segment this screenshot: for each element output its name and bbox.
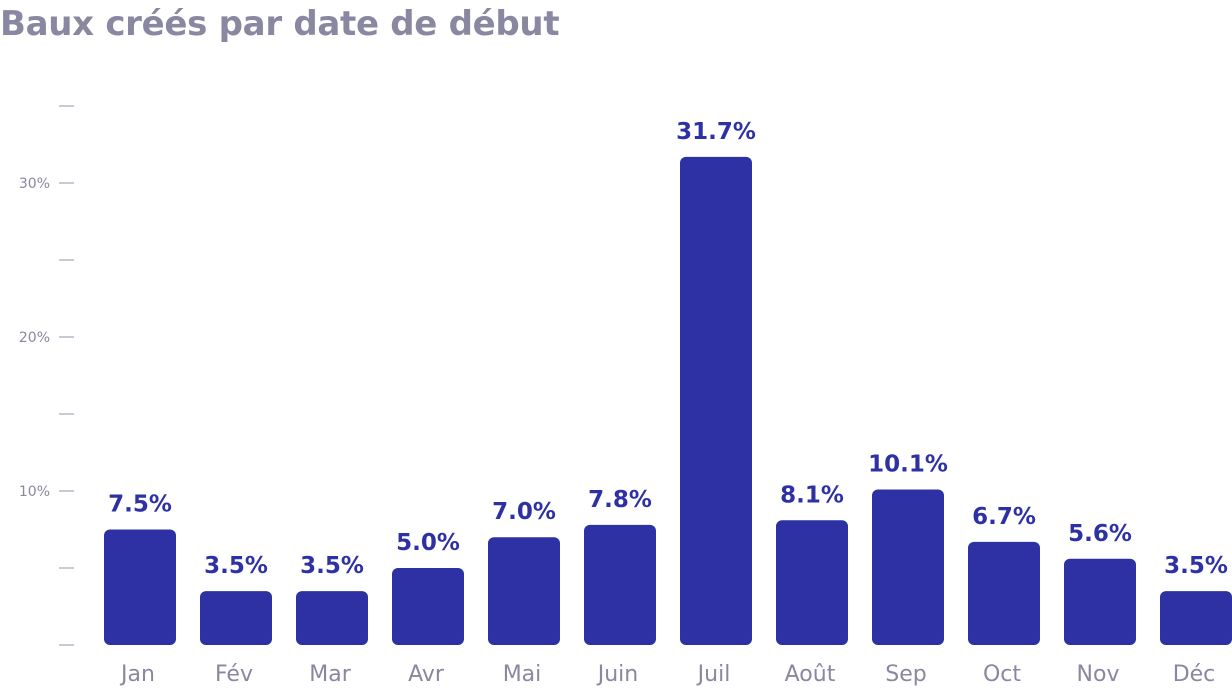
chart-title: Baux créés par date de début <box>0 4 560 44</box>
bar-oct <box>968 541 1040 645</box>
bar-value-label: 31.7% <box>676 119 756 145</box>
bar-jan <box>104 529 176 645</box>
x-tick-label: Jan <box>119 662 155 687</box>
x-axis: Jan Fév Mar Avr Mai Juin Juil Août Sep Oct Nov Déc <box>119 662 1215 687</box>
y-tick-label: 30% <box>19 176 50 192</box>
bar-avr <box>392 568 464 645</box>
bar-juil <box>680 156 752 645</box>
bar-value-label: 5.6% <box>1068 521 1132 547</box>
bar-value-label: 7.8% <box>588 487 652 513</box>
x-tick-label: Sep <box>885 662 926 687</box>
x-tick-label: Nov <box>1077 662 1120 687</box>
bar-value-label: 8.1% <box>780 482 844 508</box>
bar-mai <box>488 537 560 645</box>
bar-fév <box>200 591 272 645</box>
value-labels: 7.5% 3.5% 3.5% 5.0% 7.0% 7.8% 31.7% 8.1% 10.1% 6.… <box>108 119 1228 579</box>
bar-value-label: 7.0% <box>492 499 556 525</box>
bar-value-label: 3.5% <box>300 553 364 579</box>
x-tick-label: Déc <box>1173 662 1216 687</box>
x-tick-label: Juin <box>596 662 639 687</box>
bars <box>104 156 1232 645</box>
bar-mar <box>296 591 368 645</box>
bar-juin <box>584 524 656 645</box>
bar-value-label: 5.0% <box>396 530 460 556</box>
y-axis: 10% 20% 30% <box>19 105 74 646</box>
bar-value-label: 10.1% <box>868 451 948 477</box>
x-tick-label: Oct <box>983 662 1021 687</box>
bar-déc <box>1160 591 1232 645</box>
bar-value-label: 7.5% <box>108 492 172 518</box>
x-tick-label: Août <box>785 662 836 687</box>
x-tick-label: Juil <box>696 662 731 687</box>
x-tick-label: Mai <box>503 662 542 687</box>
y-tick-label: 20% <box>19 330 50 346</box>
x-tick-label: Avr <box>408 662 445 687</box>
bar-août <box>776 520 848 645</box>
x-tick-label: Mar <box>309 662 351 687</box>
x-tick-label: Fév <box>215 662 253 687</box>
bar-sep <box>872 489 944 645</box>
bar-nov <box>1064 558 1136 645</box>
bar-value-label: 6.7% <box>972 504 1036 530</box>
bar-value-label: 3.5% <box>1164 553 1228 579</box>
y-tick-label: 10% <box>19 484 50 500</box>
bar-value-label: 3.5% <box>204 553 268 579</box>
